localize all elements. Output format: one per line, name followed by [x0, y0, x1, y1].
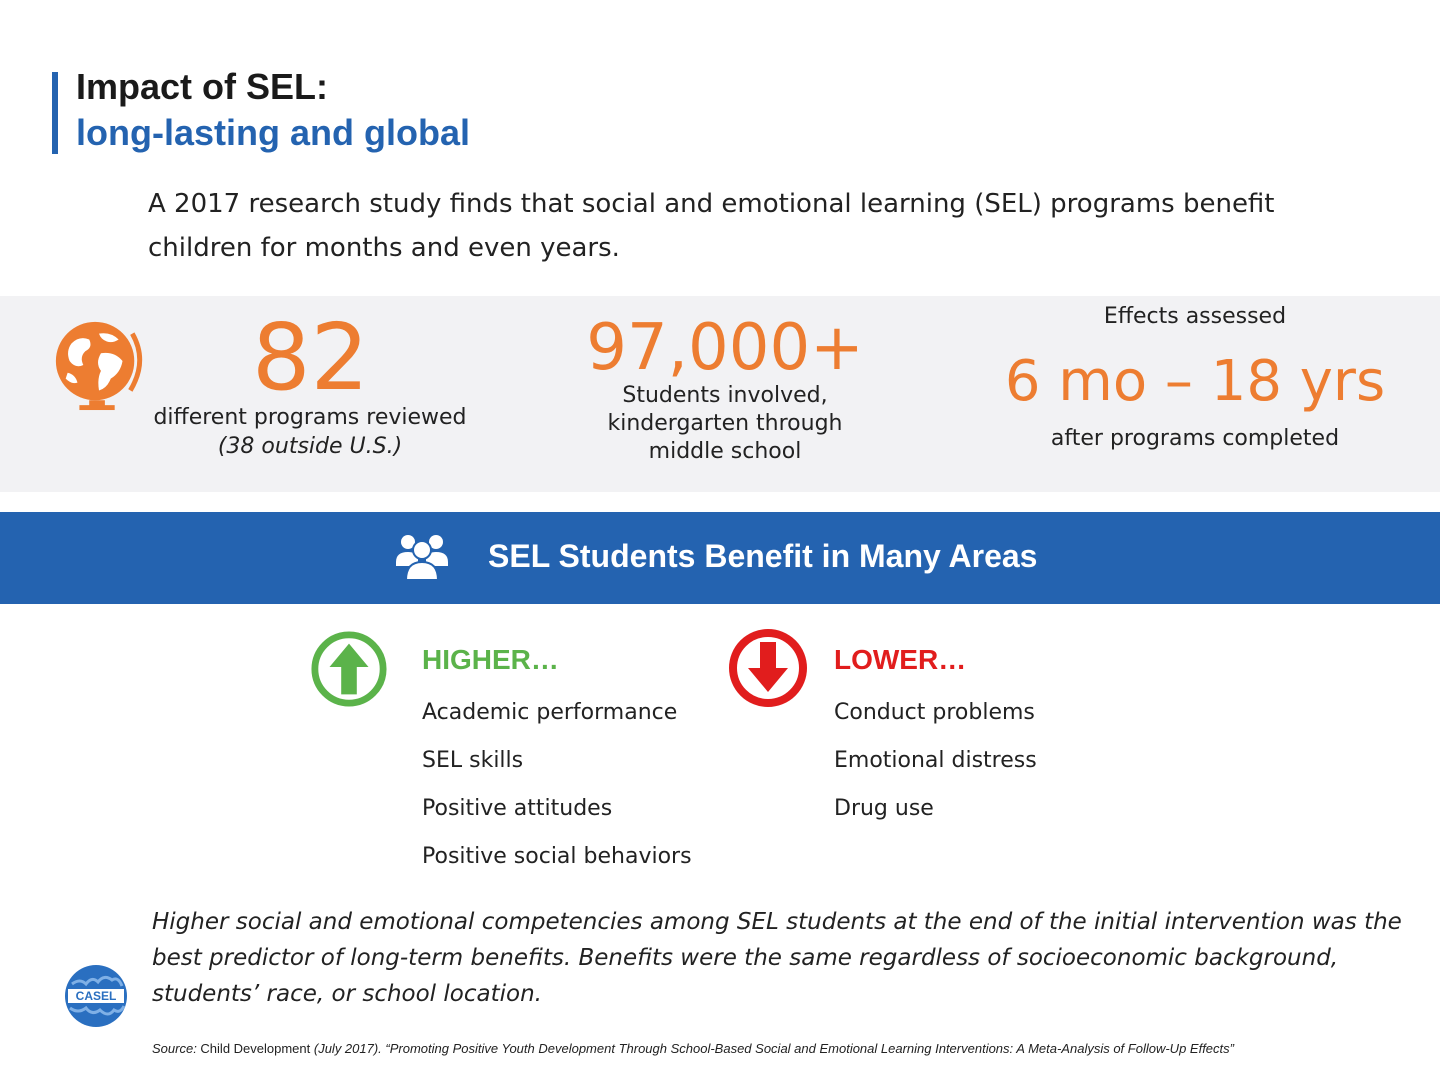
- effects-sublabel: after programs completed: [1050, 426, 1340, 451]
- page-title: Impact of SEL:: [76, 66, 329, 107]
- list-item: Positive social behaviors: [422, 844, 692, 869]
- list-item: Academic performance: [422, 700, 678, 725]
- effects-range: 6 mo – 18 yrs: [1004, 349, 1386, 414]
- source-journal: Child Development: [200, 1041, 311, 1056]
- source-citation: Source: Child Development (July 2017). “…: [152, 1041, 1422, 1056]
- arrow-down-icon: [729, 629, 807, 707]
- list-item: SEL skills: [422, 748, 524, 773]
- students-label: Students involved, kindergarten through …: [560, 382, 890, 466]
- list-item: Emotional distress: [834, 748, 1037, 773]
- title-accent-bar: [52, 72, 58, 154]
- effects-heading: Effects assessed: [1103, 304, 1287, 329]
- benefits-banner: [0, 512, 1440, 604]
- list-item: Positive attitudes: [422, 796, 613, 821]
- source-rest: (July 2017). “Promoting Positive Youth D…: [310, 1041, 1234, 1056]
- students-label-line: Students involved,: [622, 383, 828, 408]
- source-prefix: Source:: [152, 1041, 201, 1056]
- arrow-up-icon: [311, 631, 387, 707]
- list-item: Drug use: [834, 796, 934, 821]
- summary-text: Higher social and emotional competencies…: [152, 909, 1402, 1007]
- lower-heading: LOWER…: [834, 644, 967, 675]
- higher-list: Academic performance SEL skills Positive…: [422, 696, 692, 888]
- higher-heading: HIGHER…: [422, 644, 559, 675]
- intro-text: A 2017 research study finds that social …: [148, 189, 1275, 263]
- programs-sublabel: (38 outside U.S.): [217, 434, 403, 459]
- students-label-line: kindergarten through: [607, 411, 843, 436]
- logo-text: CASEL: [76, 989, 117, 1003]
- programs-label: different programs reviewed: [153, 405, 467, 430]
- people-icon: [396, 535, 448, 580]
- globe-icon: [55, 321, 143, 411]
- page-subtitle: long-lasting and global: [76, 112, 470, 153]
- students-label-line: middle school: [648, 439, 802, 464]
- casel-logo: CASEL: [65, 965, 127, 1027]
- list-item: Conduct problems: [834, 700, 1035, 725]
- lower-list: Conduct problems Emotional distress Drug…: [834, 696, 1037, 840]
- banner-title: SEL Students Benefit in Many Areas: [488, 538, 1038, 574]
- programs-count: 82: [252, 304, 370, 411]
- students-count: 97,000+: [586, 311, 864, 385]
- stats-band: [0, 296, 1440, 492]
